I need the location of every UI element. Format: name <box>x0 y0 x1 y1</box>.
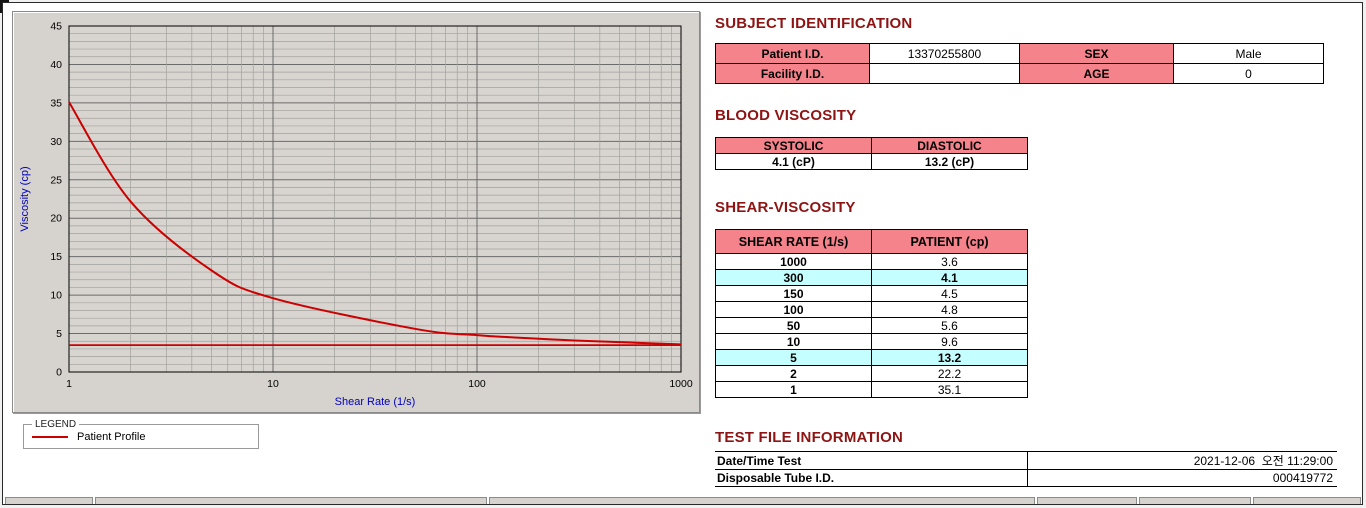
viscosity-chart: 0 5 10 15 20 25 30 35 40 45 1 10 100 1000 Shear Rate (… <box>19 21 693 409</box>
shear-value-cell: 4.1 <box>871 269 1028 286</box>
table-row: Facility I.D. AGE 0 <box>715 63 1324 84</box>
shear-value-cell: 3.6 <box>871 253 1028 270</box>
shear-row: 5 13.2 <box>715 349 1028 366</box>
svg-text:10: 10 <box>267 378 279 390</box>
diastolic-value: 13.2 (cP) <box>871 153 1028 170</box>
shear-rate-cell: 300 <box>715 269 872 286</box>
bottom-toolbar-button[interactable] <box>5 497 93 504</box>
shear-row: 1000 3.6 <box>715 253 1028 270</box>
shear-rate-cell: 1 <box>715 381 872 398</box>
svg-text:1000: 1000 <box>669 378 693 390</box>
age-label: AGE <box>1019 63 1174 84</box>
svg-text:5: 5 <box>56 328 62 340</box>
bottom-toolbar-button[interactable] <box>1037 497 1137 504</box>
shear-value-cell: 22.2 <box>871 365 1028 382</box>
shear-row: 150 4.5 <box>715 285 1028 302</box>
svg-text:15: 15 <box>50 251 62 263</box>
subject-identification-table: Patient I.D. 13370255800 SEX Male Facili… <box>715 43 1324 84</box>
svg-text:25: 25 <box>50 174 62 186</box>
shear-row: 2 22.2 <box>715 365 1028 382</box>
patient-id-label: Patient I.D. <box>715 43 870 64</box>
shear-rate-header: SHEAR RATE (1/s) <box>715 229 872 254</box>
shear-viscosity-body: 1000 3.6 300 4.1 150 4.5 100 4.8 50 5.6 10 9.6 5 13.2… <box>715 253 1028 398</box>
bottom-toolbar-button[interactable] <box>1253 497 1361 504</box>
legend-entry-label: Patient Profile <box>77 431 146 443</box>
disposable-tube-id-value: 000419772 <box>1026 469 1337 487</box>
svg-text:20: 20 <box>50 213 62 225</box>
subject-identification-title: SUBJECT IDENTIFICATION <box>715 15 913 32</box>
table-row: Disposable Tube I.D. 000419772 <box>715 469 1337 487</box>
shear-value-cell: 13.2 <box>871 349 1028 366</box>
shear-row: 10 9.6 <box>715 333 1028 350</box>
legend-title: LEGEND <box>35 419 77 430</box>
svg-text:40: 40 <box>50 59 62 71</box>
disposable-tube-id-label: Disposable Tube I.D. <box>715 469 1027 487</box>
blood-viscosity-title: BLOOD VISCOSITY <box>715 107 857 124</box>
facility-id-label: Facility I.D. <box>715 63 870 84</box>
bottom-toolbar-button[interactable] <box>95 497 487 504</box>
svg-text:Shear Rate (1/s): Shear Rate (1/s) <box>335 396 416 408</box>
shear-rate-cell: 5 <box>715 349 872 366</box>
blood-viscosity-table: SYSTOLIC DIASTOLIC 4.1 (cP) 13.2 (cP) <box>715 137 1028 170</box>
age-value: 0 <box>1173 63 1324 84</box>
patient-cp-header: PATIENT (cp) <box>871 229 1028 254</box>
shear-viscosity-title: SHEAR-VISCOSITY <box>715 199 856 216</box>
table-row: SYSTOLIC DIASTOLIC <box>715 137 1028 154</box>
date-time-test-value: 2021-12-06 오전 11:29:00 <box>1026 451 1337 470</box>
svg-text:1: 1 <box>66 378 72 390</box>
shear-value-cell: 5.6 <box>871 317 1028 334</box>
sex-label: SEX <box>1019 43 1174 64</box>
shear-rate-cell: 50 <box>715 317 872 334</box>
shear-rate-cell: 10 <box>715 333 872 350</box>
table-row: 4.1 (cP) 13.2 (cP) <box>715 153 1028 170</box>
table-row: Date/Time Test 2021-12-06 오전 11:29:00 <box>715 451 1337 470</box>
patient-id-value: 13370255800 <box>869 43 1020 64</box>
shear-row: 50 5.6 <box>715 317 1028 334</box>
shear-row: 300 4.1 <box>715 269 1028 286</box>
svg-text:100: 100 <box>468 378 486 390</box>
systolic-header: SYSTOLIC <box>715 137 872 154</box>
shear-viscosity-table: SHEAR RATE (1/s) PATIENT (cp) 1000 3.6 300… <box>715 229 1028 398</box>
shear-value-cell: 35.1 <box>871 381 1028 398</box>
shear-value-cell: 4.5 <box>871 285 1028 302</box>
svg-text:0: 0 <box>56 367 62 379</box>
results-panel: SUBJECT IDENTIFICATION Patient I.D. 1337… <box>715 3 1362 504</box>
shear-rate-cell: 150 <box>715 285 872 302</box>
shear-row: 100 4.8 <box>715 301 1028 318</box>
chart-panel: 0 5 10 15 20 25 30 35 40 45 1 10 100 1000 Shear Rate (… <box>12 11 700 413</box>
systolic-value: 4.1 (cP) <box>715 153 872 170</box>
svg-text:45: 45 <box>50 21 62 33</box>
bottom-toolbar-button[interactable] <box>1139 497 1251 504</box>
svg-text:35: 35 <box>50 97 62 109</box>
shear-row: 1 35.1 <box>715 381 1028 398</box>
shear-value-cell: 9.6 <box>871 333 1028 350</box>
test-file-information-table: Date/Time Test 2021-12-06 오전 11:29:00 Di… <box>715 451 1337 487</box>
table-row: Patient I.D. 13370255800 SEX Male <box>715 43 1324 64</box>
facility-id-value <box>869 63 1020 84</box>
table-header-row: SHEAR RATE (1/s) PATIENT (cp) <box>715 229 1028 254</box>
shear-rate-cell: 100 <box>715 301 872 318</box>
bottom-toolbar-button[interactable] <box>489 497 1035 504</box>
date-time-test-label: Date/Time Test <box>715 451 1027 470</box>
svg-text:30: 30 <box>50 136 62 148</box>
legend-line-sample <box>32 436 68 438</box>
sex-value: Male <box>1173 43 1324 64</box>
shear-rate-cell: 2 <box>715 365 872 382</box>
chart-legend: LEGEND Patient Profile <box>23 419 259 449</box>
svg-text:Viscosity (cp): Viscosity (cp) <box>19 166 31 231</box>
shear-rate-cell: 1000 <box>715 253 872 270</box>
diastolic-header: DIASTOLIC <box>871 137 1028 154</box>
svg-text:10: 10 <box>50 290 62 302</box>
test-file-information-title: TEST FILE INFORMATION <box>715 429 904 446</box>
shear-value-cell: 4.8 <box>871 301 1028 318</box>
